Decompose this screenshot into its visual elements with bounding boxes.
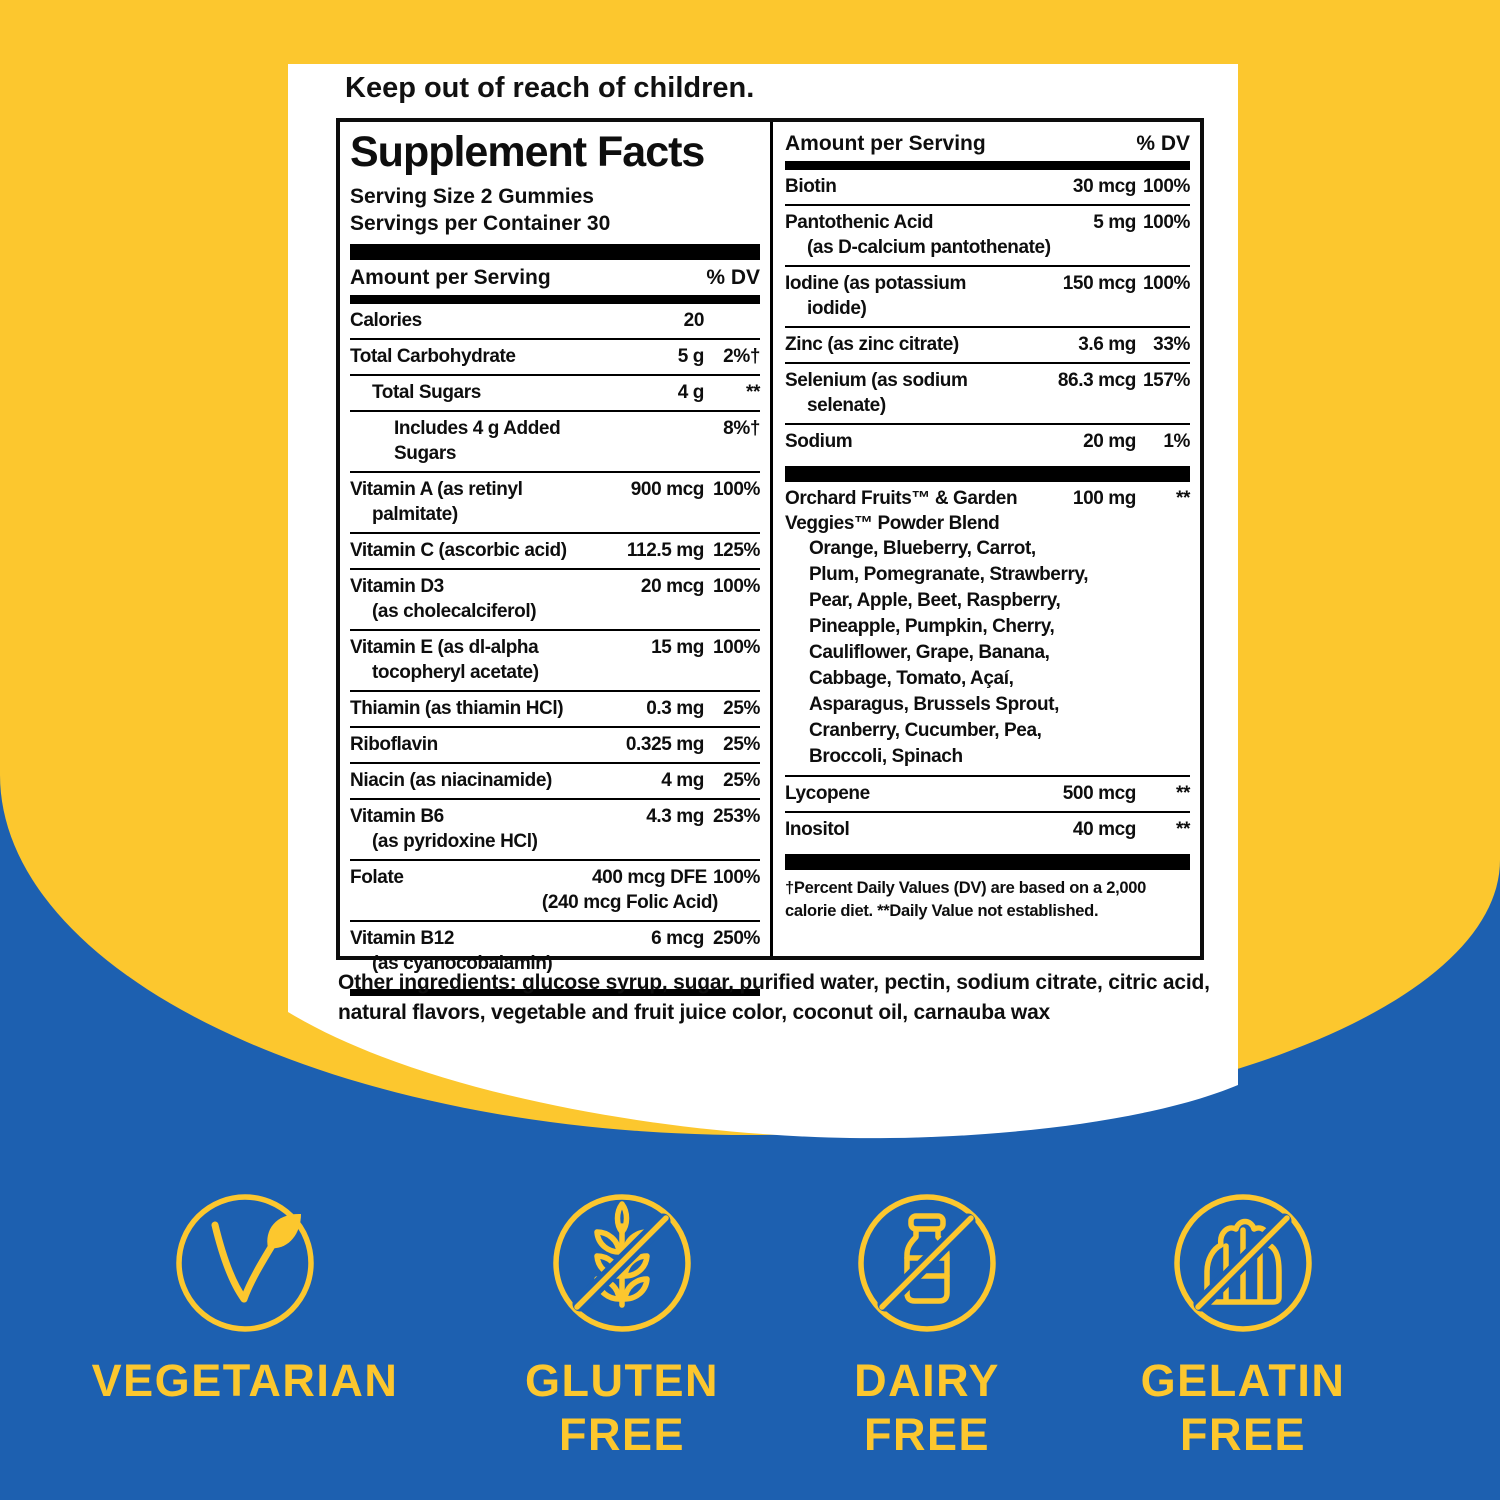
warning-text: Keep out of reach of children. xyxy=(345,72,755,104)
nutrient-row-pantothenic-acid: Pantothenic Acid 5 mg 100% (as D-calcium p… xyxy=(785,204,1190,265)
divider-bar xyxy=(785,854,1190,870)
badge-gluten-free: GLUTEN FREE xyxy=(447,1188,797,1462)
daily-value-footnote: †Percent Daily Values (DV) are based on … xyxy=(785,879,1147,920)
supplement-facts-title: Supplement Facts xyxy=(350,128,705,176)
nutrient-row-total-carbohydrate: Total Carbohydrate 5 g 2%† xyxy=(350,338,760,374)
nutrient-row-biotin: Biotin 30 mcg 100% xyxy=(785,176,1190,197)
dairy-free-icon xyxy=(858,1194,996,1332)
badge-vegetarian: VEGETARIAN xyxy=(70,1188,420,1408)
nutrient-row-vitamin-a: Vitamin A (as retinyl 900 mcg 100% palmita… xyxy=(350,471,760,532)
blend-ingredient-list: Orange, Blueberry, Carrot, Plum, Pomegra… xyxy=(809,538,1089,767)
badge-label: GLUTEN FREE xyxy=(525,1355,719,1460)
divider-bar xyxy=(350,989,760,997)
facts-left-column: Supplement Facts Serving Size 2 Gummies … xyxy=(340,122,770,997)
badge-dairy-free: DAIRY FREE xyxy=(752,1188,1102,1462)
nutrient-row-thiamin: Thiamin (as thiamin HCl) 0.3 mg 25% xyxy=(350,690,760,726)
divider-bar xyxy=(350,244,760,261)
nutrient-row-total-sugars: Total Sugars 4 g ** xyxy=(350,374,760,410)
serving-size: Serving Size 2 Gummies xyxy=(350,185,594,209)
blend-row: Orchard Fruits™ & Garden 100 mg ** Veggies… xyxy=(785,482,1190,775)
nutrient-row-added-sugars: Includes 4 g Added Sugars 8%† xyxy=(350,410,760,471)
nutrient-row-zinc: Zinc (as zinc citrate) 3.6 mg 33% xyxy=(785,326,1190,362)
nutrient-row-riboflavin: Riboflavin 0.325 mg 25% xyxy=(350,726,760,762)
divider-bar xyxy=(350,295,760,305)
facts-right-column: Amount per Serving % DV Biotin 30 mcg 100%… xyxy=(773,122,1200,956)
divider-bar xyxy=(785,466,1190,482)
nutrient-row-folate: Folate 400 mcg DFE 100% (240 mcg Folic Aci… xyxy=(350,859,760,920)
nutrient-row-iodine: Iodine (as potassium 150 mcg 100% iodide) xyxy=(785,265,1190,326)
gelatin-free-icon xyxy=(1174,1194,1312,1332)
supplement-facts-box: Supplement Facts Serving Size 2 Gummies … xyxy=(336,118,1204,997)
folate-note: (240 mcg Folic Acid) xyxy=(541,892,718,914)
servings-per-container: Servings per Container 30 xyxy=(350,212,611,236)
column-header: Amount per Serving % DV xyxy=(785,126,1190,161)
nutrient-row-selenium: Selenium (as sodium 86.3 mcg 157% selenate… xyxy=(785,362,1190,423)
header-dv: % DV xyxy=(706,266,760,290)
nutrient-row-vitamin-b6: Vitamin B6 4.3 mg 253% (as pyridoxine HCl) xyxy=(350,798,760,859)
column-divider xyxy=(770,122,773,956)
badge-gelatin-free: GELATIN FREE xyxy=(1068,1188,1418,1462)
nutrient-row-sodium: Sodium 20 mg 1% xyxy=(785,423,1190,459)
nutrient-row-lycopene: Lycopene 500 mcg ** xyxy=(785,775,1190,811)
header-amount: Amount per Serving xyxy=(350,266,551,290)
nutrient-row-calories: Calories 20 xyxy=(350,310,704,332)
nutrient-row-vitamin-d3: Vitamin D3 20 mcg 100% (as cholecalciferol… xyxy=(350,568,760,629)
nutrient-row-niacin: Niacin (as niacinamide) 4 mg 25% xyxy=(350,762,760,798)
nutrient-row-inositol: Inositol 40 mcg ** xyxy=(785,811,1190,847)
nutrient-row-vitamin-b12: Vitamin B12 6 mcg 250% (as cyanocobalamin) xyxy=(350,920,760,981)
blend-name-line2: Veggies™ Powder Blend xyxy=(785,513,1000,534)
badge-label: VEGETARIAN xyxy=(91,1355,399,1406)
nutrient-row-vitamin-c: Vitamin C (ascorbic acid) 112.5 mg 125% xyxy=(350,532,760,568)
header-dv: % DV xyxy=(1136,132,1190,155)
gluten-free-icon xyxy=(553,1194,691,1332)
header-amount: Amount per Serving xyxy=(785,132,986,155)
divider-bar xyxy=(785,161,1190,170)
badge-label: DAIRY FREE xyxy=(854,1355,1000,1460)
other-ingredients: Other ingredients: glucose syrup, sugar,… xyxy=(338,971,1210,1024)
vegetarian-icon xyxy=(176,1194,314,1332)
nutrient-row-vitamin-e: Vitamin E (as dl-alpha 15 mg 100% tocopher… xyxy=(350,629,760,690)
badge-label: GELATIN FREE xyxy=(1140,1355,1346,1460)
column-header: Amount per Serving % DV xyxy=(350,260,760,295)
